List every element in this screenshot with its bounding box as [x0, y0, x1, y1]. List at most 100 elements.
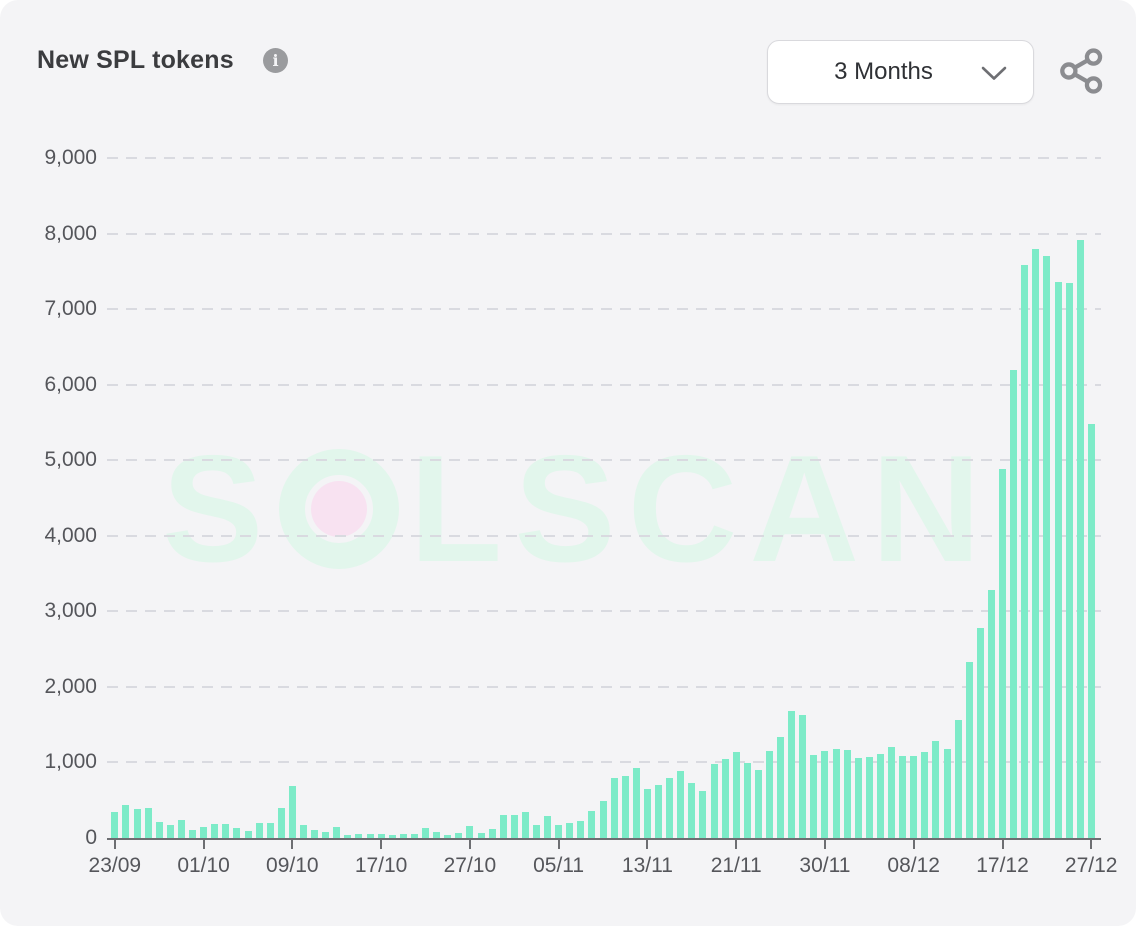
- bar[interactable]: [732, 751, 740, 838]
- time-range-dropdown[interactable]: 3 Months: [767, 40, 1034, 104]
- bar[interactable]: [1065, 283, 1073, 838]
- bar[interactable]: [1043, 256, 1051, 838]
- bar[interactable]: [144, 808, 152, 838]
- bar[interactable]: [754, 770, 762, 838]
- bar[interactable]: [588, 811, 596, 838]
- bar[interactable]: [710, 764, 718, 838]
- x-axis-label: 27/10: [443, 854, 497, 877]
- bar[interactable]: [566, 822, 574, 838]
- bar[interactable]: [688, 782, 696, 838]
- y-axis-label: 9,000: [44, 146, 97, 169]
- bar[interactable]: [777, 737, 785, 838]
- bar[interactable]: [810, 754, 818, 838]
- bar[interactable]: [910, 755, 918, 838]
- bar[interactable]: [888, 747, 895, 838]
- bar[interactable]: [876, 754, 884, 838]
- x-axis-line: [107, 838, 1101, 840]
- bar[interactable]: [1032, 249, 1040, 838]
- bar[interactable]: [155, 821, 163, 838]
- bar[interactable]: [122, 804, 130, 838]
- bar[interactable]: [799, 714, 807, 838]
- bar[interactable]: [721, 758, 729, 838]
- bar[interactable]: [521, 811, 529, 838]
- bar[interactable]: [555, 824, 563, 838]
- bar[interactable]: [599, 801, 607, 838]
- bar[interactable]: [233, 827, 241, 838]
- bar[interactable]: [322, 832, 330, 838]
- bar[interactable]: [455, 832, 463, 838]
- bar[interactable]: [344, 834, 352, 838]
- bar[interactable]: [133, 808, 141, 838]
- bar[interactable]: [288, 785, 296, 838]
- bar[interactable]: [1054, 281, 1062, 838]
- info-icon[interactable]: i: [263, 48, 288, 73]
- bar[interactable]: [444, 835, 452, 838]
- bar[interactable]: [655, 785, 662, 838]
- bar[interactable]: [433, 832, 441, 838]
- bar[interactable]: [166, 824, 174, 838]
- bar[interactable]: [632, 767, 640, 838]
- x-axis-tick: [468, 840, 471, 849]
- bar[interactable]: [200, 827, 208, 838]
- bar[interactable]: [377, 833, 385, 838]
- bar[interactable]: [333, 826, 341, 838]
- bar[interactable]: [1087, 424, 1095, 838]
- bar[interactable]: [976, 628, 984, 838]
- bar[interactable]: [854, 757, 862, 838]
- bar[interactable]: [111, 812, 119, 838]
- bar[interactable]: [643, 788, 651, 838]
- bar[interactable]: [865, 756, 873, 838]
- bar[interactable]: [954, 720, 962, 838]
- bar[interactable]: [621, 776, 629, 838]
- bar[interactable]: [743, 762, 751, 838]
- bar[interactable]: [965, 662, 973, 838]
- bar[interactable]: [477, 833, 485, 838]
- bar[interactable]: [1010, 370, 1018, 838]
- bar[interactable]: [244, 831, 252, 838]
- bar[interactable]: [277, 807, 285, 838]
- bar[interactable]: [843, 750, 851, 838]
- bar[interactable]: [466, 825, 474, 838]
- bar[interactable]: [544, 816, 551, 838]
- bar[interactable]: [1021, 265, 1029, 838]
- bar[interactable]: [299, 824, 307, 838]
- bar[interactable]: [699, 791, 707, 838]
- bar[interactable]: [999, 468, 1006, 838]
- share-button[interactable]: [1055, 47, 1109, 98]
- bar[interactable]: [921, 751, 929, 838]
- bar[interactable]: [355, 833, 363, 838]
- bar[interactable]: [932, 740, 940, 838]
- gridline-3000: [107, 610, 1101, 613]
- y-axis-label: 0: [85, 826, 97, 849]
- bar[interactable]: [666, 777, 674, 838]
- bar[interactable]: [266, 822, 274, 838]
- bar[interactable]: [766, 751, 773, 838]
- bar[interactable]: [577, 821, 585, 838]
- bar[interactable]: [211, 823, 219, 838]
- bar[interactable]: [510, 815, 518, 838]
- bar[interactable]: [422, 827, 429, 838]
- bar[interactable]: [788, 711, 796, 838]
- x-axis-label: 21/11: [710, 854, 762, 877]
- bar[interactable]: [366, 833, 374, 838]
- bar[interactable]: [399, 833, 407, 838]
- bar[interactable]: [610, 778, 618, 838]
- bar[interactable]: [821, 750, 829, 838]
- bar[interactable]: [532, 825, 540, 838]
- bar[interactable]: [987, 590, 995, 838]
- bar[interactable]: [899, 756, 907, 838]
- bar[interactable]: [677, 771, 685, 838]
- bar[interactable]: [311, 829, 318, 838]
- bar[interactable]: [499, 814, 507, 838]
- bar[interactable]: [488, 828, 496, 838]
- bar[interactable]: [388, 834, 396, 838]
- bar[interactable]: [222, 824, 230, 838]
- bar[interactable]: [1076, 240, 1084, 838]
- bar[interactable]: [943, 748, 951, 838]
- bar[interactable]: [410, 833, 418, 838]
- bar[interactable]: [832, 749, 840, 838]
- bar[interactable]: [189, 829, 196, 838]
- bar[interactable]: [255, 823, 263, 838]
- bar[interactable]: [177, 819, 185, 838]
